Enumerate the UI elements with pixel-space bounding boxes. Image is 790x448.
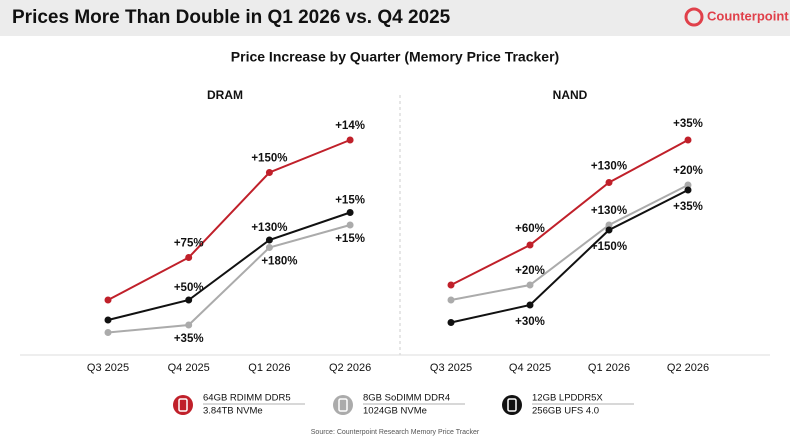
point <box>104 329 112 336</box>
change-label: +30% <box>515 316 545 328</box>
legend-label: 8GB SoDIMM DDR4 <box>363 393 450 404</box>
x-tick-label: Q4 2025 <box>168 362 210 374</box>
change-label: +75% <box>174 238 204 250</box>
change-label: +20% <box>673 165 703 177</box>
x-tick-label: Q1 2026 <box>588 362 630 374</box>
panel-title: NAND <box>553 88 588 102</box>
point <box>185 296 193 304</box>
x-tick-label: Q1 2026 <box>248 362 290 374</box>
series-line <box>450 139 689 286</box>
x-tick-label: Q2 2026 <box>329 362 371 374</box>
source-note: Source: Counterpoint Research Memory Pri… <box>311 429 480 436</box>
point <box>447 281 455 289</box>
point <box>526 281 534 289</box>
legend-detail: 3.84TB NVMe <box>203 406 263 417</box>
page-title: Prices More Than Double in Q1 2026 vs. Q… <box>12 7 451 28</box>
change-label: +130% <box>591 161 627 173</box>
panel-title: DRAM <box>207 88 243 102</box>
point <box>526 301 534 309</box>
legend-glyph <box>338 398 348 412</box>
legend-icon <box>502 395 522 415</box>
change-label: +150% <box>251 153 287 165</box>
series-line <box>450 189 689 324</box>
series-line <box>107 211 351 321</box>
point <box>684 181 692 189</box>
chart-subtitle: Price Increase by Quarter (Memory Price … <box>231 49 559 65</box>
series-line <box>107 224 351 334</box>
change-label: +60% <box>515 223 545 235</box>
legend-label: 12GB LPDDR5X <box>532 393 603 404</box>
point <box>346 136 354 144</box>
legend-detail: 1024GB NVMe <box>363 406 427 417</box>
change-label: +15% <box>335 195 365 207</box>
change-label: +130% <box>591 205 627 217</box>
x-tick-label: Q3 2025 <box>87 362 129 374</box>
change-label: +14% <box>335 120 365 132</box>
point <box>265 169 273 176</box>
point <box>185 321 193 329</box>
legend-glyph <box>178 398 188 412</box>
x-tick-label: Q4 2025 <box>509 362 551 374</box>
change-label: +20% <box>515 265 545 277</box>
series-line <box>450 184 689 301</box>
point <box>605 221 613 229</box>
point <box>346 209 354 216</box>
point <box>684 136 692 144</box>
point <box>605 226 613 234</box>
change-label: +35% <box>673 118 703 130</box>
change-label: +50% <box>174 282 204 294</box>
point <box>346 221 354 229</box>
point <box>104 296 112 304</box>
x-tick-label: Q2 2026 <box>667 362 709 374</box>
legend-glyph <box>507 398 517 412</box>
point <box>104 316 112 324</box>
change-label: +35% <box>673 201 703 213</box>
legend-icon <box>173 395 193 415</box>
point <box>185 254 193 261</box>
change-label: +180% <box>261 256 297 268</box>
legend-detail: 256GB UFS 4.0 <box>532 406 599 417</box>
point <box>265 244 273 251</box>
point <box>447 319 455 326</box>
change-label: +35% <box>174 333 204 345</box>
point <box>605 179 613 186</box>
brand-logo <box>684 7 704 27</box>
point <box>684 186 692 194</box>
point <box>526 241 534 249</box>
point <box>447 296 455 304</box>
brand-name: Counterpoint <box>707 8 789 23</box>
change-label: +150% <box>591 241 627 253</box>
change-label: +15% <box>335 233 365 245</box>
change-label: +130% <box>251 222 287 234</box>
series-line <box>107 139 351 301</box>
header-bar <box>0 0 790 36</box>
point <box>265 236 273 244</box>
legend-label: 64GB RDIMM DDR5 <box>203 393 291 404</box>
x-tick-label: Q3 2025 <box>430 362 472 374</box>
legend-icon <box>333 395 353 415</box>
